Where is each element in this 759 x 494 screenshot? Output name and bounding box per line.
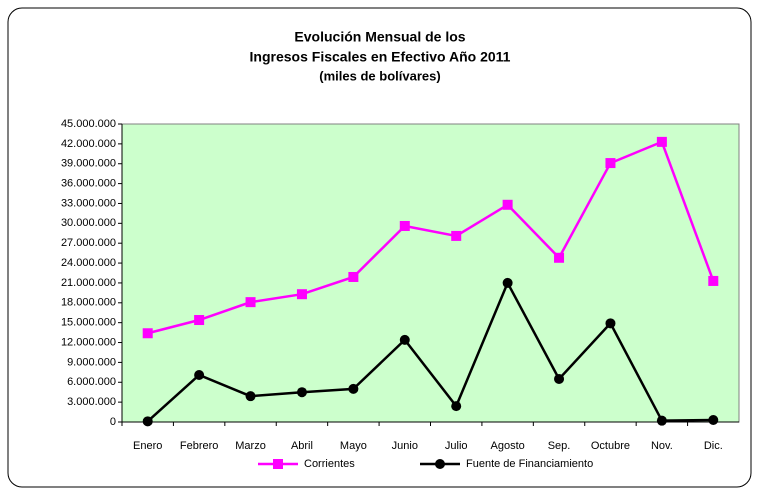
y-tick-label: 0 xyxy=(110,416,116,428)
y-tick-label: 42.000.000 xyxy=(61,138,116,150)
data-point xyxy=(656,415,667,426)
series-line xyxy=(146,280,714,423)
x-tick-label: Dic. xyxy=(704,440,723,452)
chart-subtitle: (miles de bolívares) xyxy=(319,68,440,83)
data-point xyxy=(605,318,616,329)
x-tick-label: Marzo xyxy=(235,440,266,452)
series-line xyxy=(147,140,715,335)
x-tick-label: Febrero xyxy=(180,440,219,452)
data-point xyxy=(399,220,410,231)
data-point xyxy=(502,199,513,210)
x-tick-label: Sep. xyxy=(548,440,571,452)
y-tick-label: 6.000.000 xyxy=(67,376,116,388)
y-tick-label: 27.000.000 xyxy=(61,237,116,249)
data-point xyxy=(245,391,256,402)
plot-area xyxy=(121,123,740,423)
data-point xyxy=(708,275,719,286)
x-tick-label: Agosto xyxy=(491,440,525,452)
y-tick-label: 24.000.000 xyxy=(61,257,116,269)
data-point xyxy=(142,328,153,339)
x-tick-label: Junio xyxy=(392,440,418,452)
data-point xyxy=(142,416,153,427)
y-tick-label: 12.000.000 xyxy=(61,336,116,348)
data-point xyxy=(708,415,719,426)
y-tick-label: 36.000.000 xyxy=(61,178,116,190)
data-point xyxy=(348,383,359,394)
data-point xyxy=(502,277,513,288)
chart-title: Ingresos Fiscales en Efectivo Año 2011 xyxy=(250,49,511,65)
data-point xyxy=(399,334,410,345)
data-point xyxy=(348,271,359,282)
x-tick-label: Abril xyxy=(291,440,313,452)
x-tick-label: Julio xyxy=(445,440,468,452)
data-point xyxy=(194,315,205,326)
x-tick-label: Enero xyxy=(133,440,162,452)
x-tick-label: Mayo xyxy=(340,440,367,452)
legend-marker xyxy=(435,459,445,469)
x-tick-label: Octubre xyxy=(591,440,630,452)
y-tick-label: 45.000.000 xyxy=(61,118,116,130)
legend-label: Corrientes xyxy=(304,458,355,470)
data-point xyxy=(451,230,462,241)
y-tick-label: 30.000.000 xyxy=(61,217,116,229)
data-point xyxy=(194,369,205,380)
y-tick-label: 9.000.000 xyxy=(67,356,116,368)
x-tick-label: Nov. xyxy=(651,440,673,452)
data-point xyxy=(296,289,307,300)
data-point xyxy=(296,387,307,398)
chart-title: Evolución Mensual de los xyxy=(294,29,465,45)
legend-marker xyxy=(273,459,283,469)
data-point xyxy=(554,252,565,263)
data-point xyxy=(245,297,256,308)
y-tick-label: 3.000.000 xyxy=(67,396,116,408)
data-point xyxy=(451,401,462,412)
y-tick-label: 21.000.000 xyxy=(61,277,116,289)
y-tick-label: 15.000.000 xyxy=(61,317,116,329)
y-tick-label: 18.000.000 xyxy=(61,297,116,309)
data-point xyxy=(554,373,565,384)
y-tick-label: 33.000.000 xyxy=(61,197,116,209)
y-tick-label: 39.000.000 xyxy=(61,158,116,170)
data-point xyxy=(605,158,616,169)
legend-label: Fuente de Financiamiento xyxy=(466,458,593,470)
data-point xyxy=(656,136,667,147)
